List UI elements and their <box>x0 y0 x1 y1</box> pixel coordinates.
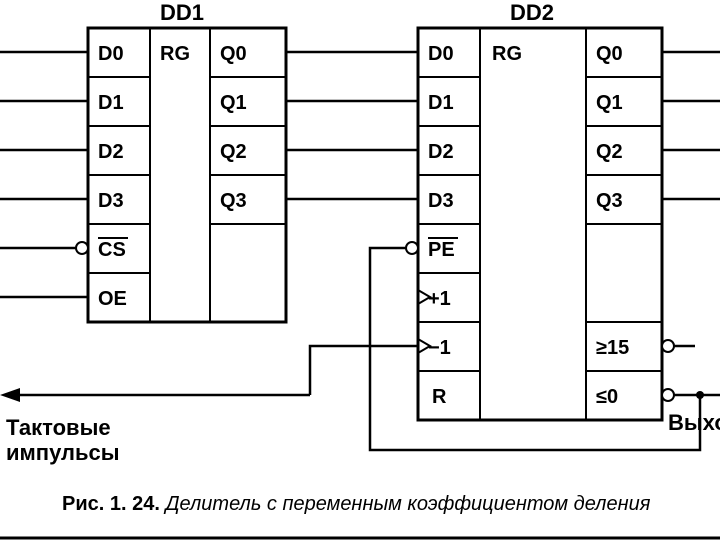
dd1-rg-label: RG <box>160 43 190 65</box>
dd1-cs-label: CS <box>98 239 126 261</box>
dd2-rg-label: RG <box>492 43 522 65</box>
dd1-q1-label: Q1 <box>220 92 247 114</box>
dd2-plus1-label: +1 <box>428 288 451 310</box>
clock-label-1: Тактовые <box>6 415 111 440</box>
dd2-title: DD2 <box>510 0 554 25</box>
dd1-title: DD1 <box>160 0 204 25</box>
dd1-q0-label: Q0 <box>220 43 247 65</box>
dd2-d0-label: D0 <box>428 43 454 65</box>
figure-caption: Рис. 1. 24. Делитель с переменным коэффи… <box>62 493 651 515</box>
dd1-q3-label: Q3 <box>220 190 247 212</box>
dd1-d0-label: D0 <box>98 43 124 65</box>
dd1-d3-label: D3 <box>98 190 124 212</box>
dd1-d1-label: D1 <box>98 92 124 114</box>
dd2-q1-label: Q1 <box>596 92 623 114</box>
dd2-ge15-label: ≥15 <box>596 337 629 359</box>
dd2-q0-label: Q0 <box>596 43 623 65</box>
dd1-oe-label: OE <box>98 288 127 310</box>
dd2-d3-label: D3 <box>428 190 454 212</box>
arrow-left-icon <box>0 388 20 402</box>
dd1-d2-label: D2 <box>98 141 124 163</box>
dd2-minus1-label: −1 <box>428 337 451 359</box>
dd1-q2-label: Q2 <box>220 141 247 163</box>
dd1-block: DD1 D0 D1 D2 D3 CS OE RG Q0 Q1 Q2 Q3 <box>0 0 418 322</box>
dd2-d1-label: D1 <box>428 92 454 114</box>
dd2-r-label: R <box>432 386 447 408</box>
dd2-pe-label: PE <box>428 239 455 261</box>
dd2-le0-label: ≤0 <box>596 386 618 408</box>
output-label: Выхо <box>668 410 720 435</box>
schematic-diagram: DD1 D0 D1 D2 D3 CS OE RG Q0 Q1 Q2 Q3 <box>0 0 720 540</box>
dd2-q3-label: Q3 <box>596 190 623 212</box>
dd2-q2-label: Q2 <box>596 141 623 163</box>
clock-label-2: импульсы <box>6 440 120 465</box>
dd2-block: DD2 D0 D1 D2 D3 PE +1 −1 R RG Q <box>406 0 720 420</box>
dd2-d2-label: D2 <box>428 141 454 163</box>
